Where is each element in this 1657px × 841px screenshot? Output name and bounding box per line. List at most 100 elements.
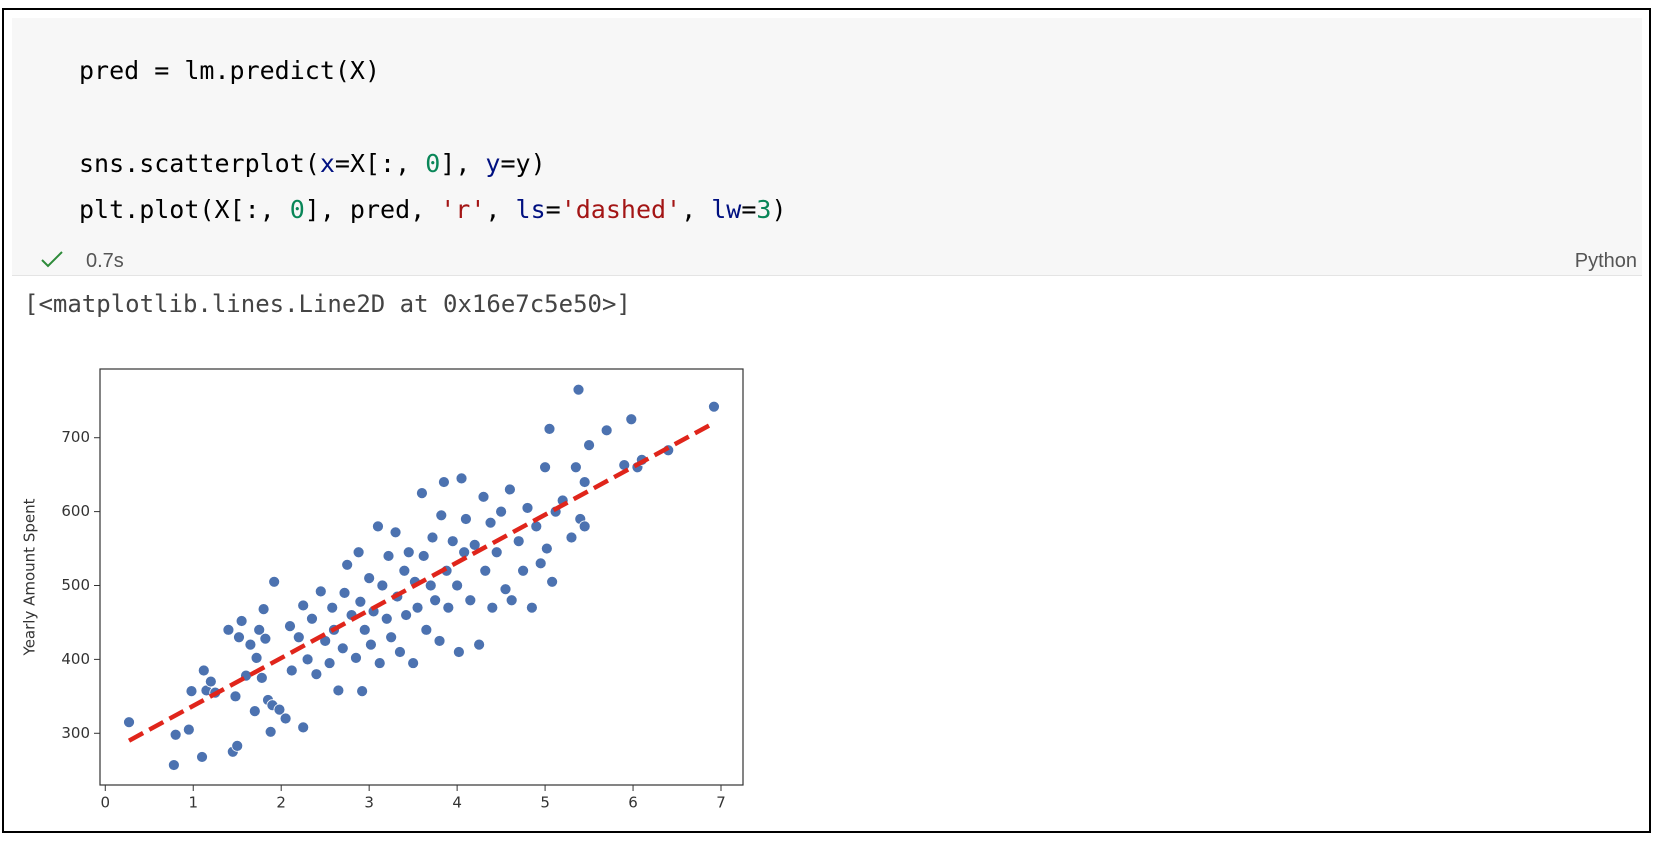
scatter-point [257,603,270,616]
scatter-point [338,586,351,599]
scatter-point [433,635,446,647]
scatter-point [477,490,490,503]
scatter-point [429,594,442,607]
scatter-point [182,723,195,736]
code-token: 3 [756,195,772,224]
scatter-point [426,531,439,544]
scatter-point [326,601,339,614]
code-token: x [319,149,335,178]
scatter-point [451,579,464,592]
scatter-point [565,531,578,544]
code-token: 'r' [440,195,486,224]
code-token: =y) [500,149,546,178]
code-cell[interactable] [12,18,1642,276]
code-token: , [681,195,712,224]
scatter-point [504,483,516,496]
scatter-point [416,487,428,500]
scatter-point [479,564,492,577]
code-token: ) [771,195,787,224]
scatter-point [499,583,512,596]
scatter-point [196,751,208,763]
scatter-point [540,542,553,555]
code-token: lw [711,195,742,224]
scatter-point [394,646,406,658]
scatter-point [197,664,210,677]
scatter-point [204,675,217,688]
scatter-point [505,594,518,607]
kernel-language[interactable]: Python [1574,250,1637,272]
code-line[interactable]: sns.scatterplot(x=X[:, 0], y=y) [79,149,546,179]
y-tick-label: 300 [61,724,90,742]
code-token: 0 [289,195,305,224]
plot-frame [99,368,744,786]
scatter-point [534,557,547,570]
scatter-point [618,459,631,471]
scatter-point [389,526,402,539]
regression-line [127,420,716,743]
scatter-point [250,652,263,664]
scatter-point [455,472,468,485]
scatter-point [264,725,277,738]
scatter-point [708,400,720,413]
scatter-point [285,664,298,677]
output-text: [<matplotlib.lines.Line2D at 0x16e7c5e50… [24,290,631,318]
scatter-point [539,461,551,474]
code-token: pred = lm.predict(X) [79,56,381,85]
scatter-point [363,572,376,585]
scatter-point [486,601,499,614]
scatter-point [417,550,430,562]
scatter-point [625,413,638,426]
scatter-point [376,579,389,592]
scatter-point [292,631,305,644]
scatter-point [297,721,310,734]
scatter-point [354,595,367,608]
scatter-point [398,564,411,577]
scatter-point [452,646,465,658]
code-token: 0 [425,149,441,178]
scatter-point [546,575,559,588]
x-tick-label: 6 [628,794,638,812]
code-line[interactable]: pred = lm.predict(X) [79,56,380,86]
scatter-point [530,520,543,533]
scatter-point [420,623,433,636]
code-token: plt.plot(X[:, [79,195,290,224]
scatter-point [517,564,529,577]
scatter-point [372,520,384,533]
scatter-point [543,422,556,435]
scatter-point [279,712,292,725]
scatter-point [385,631,398,644]
scatter-point [435,509,448,522]
scatter-point [229,690,242,703]
scatter-point [244,638,257,651]
scatter-point [341,558,354,571]
scatter-point [512,535,525,548]
scatter-point [350,652,362,664]
scatter-point [380,612,393,625]
code-token: = [545,195,561,224]
code-line[interactable]: plt.plot(X[:, 0], pred, 'r', ls='dashed'… [79,195,787,225]
scatter-point [297,599,310,612]
scatter-point [259,632,272,645]
scatter-point [356,685,369,698]
y-tick-label: 400 [61,650,90,668]
code-token: ], pred, [304,195,441,224]
chart: 0 1 2 3 4 5 6 7 300 400 500 600 700 Yearly Amount Spe… [21,368,744,812]
scatter-point [446,535,459,548]
code-token: 'dashed' [560,195,682,224]
scatter-point [310,668,323,681]
scatter-point [167,759,180,771]
scatter-point [407,657,420,669]
scatter-point [284,620,296,633]
y-tick-label: 700 [61,428,90,446]
scatter-point [255,671,268,684]
scatter-point [301,653,314,666]
scatter-point [273,703,286,716]
scatter-point [578,520,591,533]
scatter-point [473,638,486,651]
y-tick-label: 600 [61,502,90,520]
scatter-point [358,623,371,636]
scatter-point [402,546,415,559]
scatter-point [235,615,248,627]
scatter-point [314,585,327,598]
